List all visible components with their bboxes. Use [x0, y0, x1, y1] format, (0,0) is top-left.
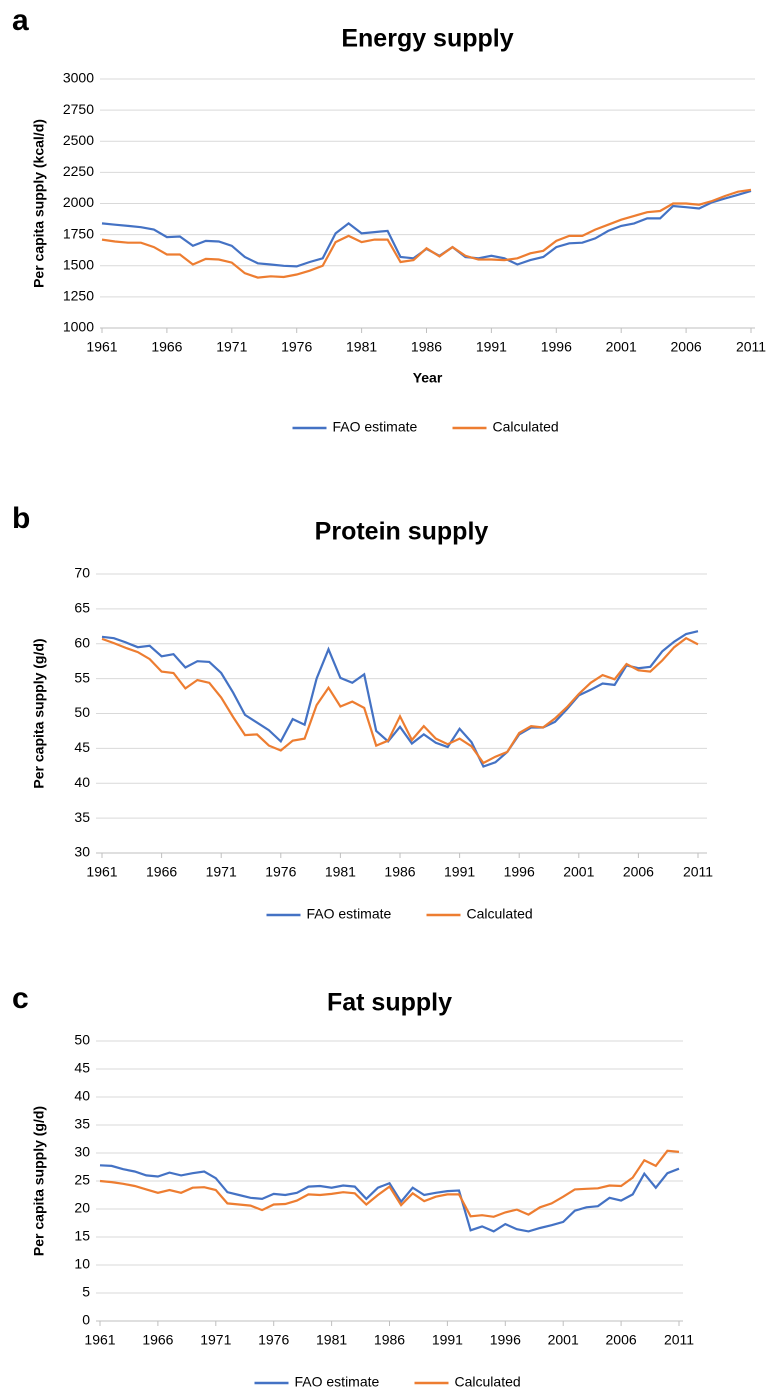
- x-tick-label: 2001: [606, 339, 637, 355]
- y-tick-label: 30: [74, 1144, 90, 1160]
- legend-label: FAO estimate: [295, 1374, 380, 1390]
- x-tick-label: 1966: [146, 864, 177, 880]
- y-tick-label: 2000: [63, 194, 94, 210]
- y-tick-label: 45: [74, 1060, 90, 1076]
- x-tick-label: 2006: [671, 339, 702, 355]
- data-line: [101, 636, 699, 765]
- x-tick-label: 1961: [86, 339, 117, 355]
- y-tick-label: 40: [74, 1088, 90, 1104]
- y-tick-label: 1250: [63, 288, 94, 304]
- y-tick-label: 5: [82, 1284, 90, 1300]
- y-tick-label: 50: [74, 1032, 90, 1048]
- x-tick-label: 2011: [736, 339, 766, 355]
- data-line: [101, 188, 752, 279]
- x-tick-label: 1996: [490, 1332, 521, 1348]
- x-tick-label: 1976: [258, 1332, 289, 1348]
- y-tick-label: 55: [74, 669, 90, 685]
- x-tick-label: 1981: [325, 864, 356, 880]
- data-line: [99, 1149, 680, 1218]
- x-tick-label: 2006: [623, 864, 654, 880]
- panel-label: c: [12, 982, 29, 1015]
- y-axis-title: Per capita supply (g/d): [31, 638, 47, 788]
- x-tick-label: 2001: [548, 1332, 579, 1348]
- y-tick-label: 2500: [63, 132, 94, 148]
- chart-title: Protein supply: [315, 518, 489, 546]
- legend-label: FAO estimate: [307, 906, 392, 922]
- y-tick-label: 15: [74, 1228, 90, 1244]
- y-axis-title: Per capita supply (g/d): [31, 1106, 47, 1256]
- y-tick-label: 1500: [63, 256, 94, 272]
- x-tick-label: 1996: [541, 339, 572, 355]
- x-tick-label: 1981: [346, 339, 377, 355]
- legend-label: FAO estimate: [333, 419, 418, 435]
- x-tick-label: 1971: [206, 864, 237, 880]
- x-tick-label: 1971: [216, 339, 247, 355]
- x-tick-label: 2006: [606, 1332, 637, 1348]
- x-tick-label: 1976: [265, 864, 296, 880]
- x-tick-label: 1966: [142, 1332, 173, 1348]
- data-line: [101, 189, 752, 268]
- chart-title: Fat supply: [327, 989, 452, 1017]
- x-tick-label: 1986: [411, 339, 442, 355]
- x-tick-label: 1991: [476, 339, 507, 355]
- x-tick-label: 1986: [374, 1332, 405, 1348]
- x-tick-label: 2011: [683, 864, 713, 880]
- x-tick-label: 2011: [664, 1332, 694, 1348]
- y-tick-label: 20: [74, 1200, 90, 1216]
- y-tick-label: 2250: [63, 163, 94, 179]
- y-tick-label: 10: [74, 1256, 90, 1272]
- y-tick-label: 40: [74, 774, 90, 790]
- panel-label: b: [12, 502, 30, 535]
- y-tick-label: 70: [74, 565, 90, 581]
- y-tick-label: 35: [74, 1116, 90, 1132]
- x-tick-label: 1961: [84, 1332, 115, 1348]
- data-line: [99, 1164, 680, 1233]
- x-tick-label: 1976: [281, 339, 312, 355]
- x-tick-label: 1991: [444, 864, 475, 880]
- x-tick-label: 1991: [432, 1332, 463, 1348]
- x-tick-label: 1961: [86, 864, 117, 880]
- y-tick-label: 60: [74, 634, 90, 650]
- y-tick-label: 2750: [63, 101, 94, 117]
- chart-title: Energy supply: [341, 25, 513, 53]
- y-tick-label: 3000: [63, 70, 94, 86]
- legend-label: Calculated: [455, 1374, 521, 1390]
- y-axis-title: Per capita supply (kcal/d): [31, 119, 47, 288]
- data-line: [101, 630, 699, 768]
- legend-label: Calculated: [467, 906, 533, 922]
- y-tick-label: 25: [74, 1172, 90, 1188]
- y-tick-label: 45: [74, 739, 90, 755]
- x-axis-title: Year: [413, 370, 443, 386]
- y-tick-label: 0: [82, 1312, 90, 1328]
- x-tick-label: 2001: [563, 864, 594, 880]
- x-tick-label: 1971: [200, 1332, 231, 1348]
- x-tick-label: 1981: [316, 1332, 347, 1348]
- x-tick-label: 1996: [504, 864, 535, 880]
- y-tick-label: 1000: [63, 319, 94, 335]
- legend-label: Calculated: [493, 419, 559, 435]
- x-tick-label: 1986: [384, 864, 415, 880]
- y-tick-label: 50: [74, 704, 90, 720]
- y-tick-label: 30: [74, 844, 90, 860]
- y-tick-label: 65: [74, 600, 90, 616]
- panel-label: a: [12, 4, 29, 37]
- y-tick-label: 1750: [63, 225, 94, 241]
- y-tick-label: 35: [74, 809, 90, 825]
- x-tick-label: 1966: [151, 339, 182, 355]
